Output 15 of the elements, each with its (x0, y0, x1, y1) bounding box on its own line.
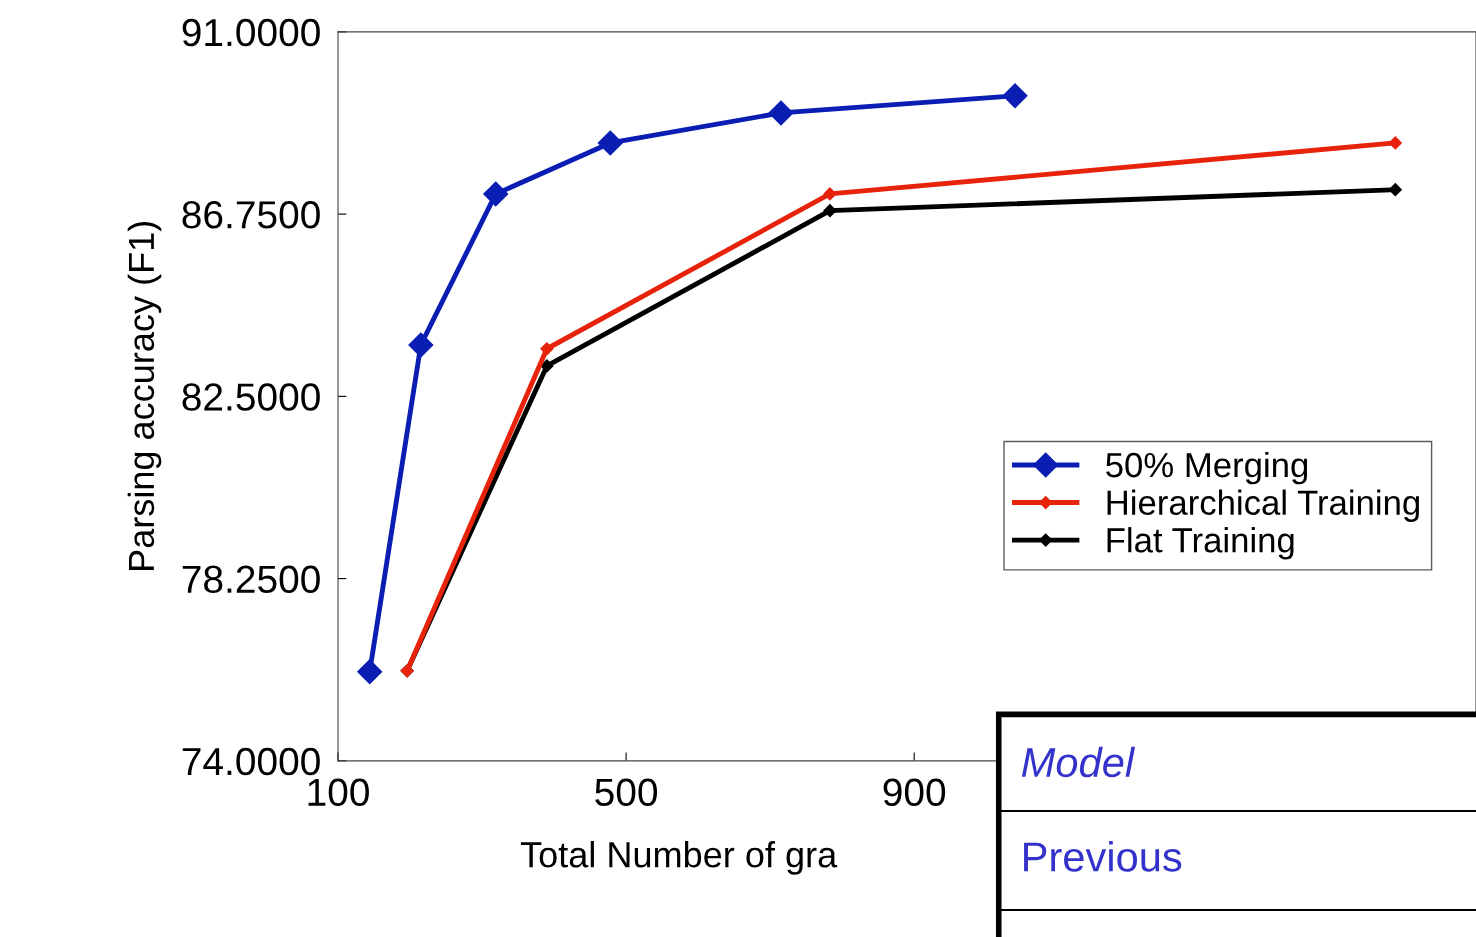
y-axis-title: Parsing accuracy (F1) (127, 221, 162, 570)
legend-label: Hierarchical Training (1107, 489, 1419, 522)
y-tick-label: 74.0000 (182, 747, 320, 776)
x-tick-label: 100 (308, 778, 369, 807)
legend-label: Flat Training (1107, 527, 1294, 560)
y-tick-label: 91.0000 (182, 18, 320, 47)
legend-label: 50% Merging (1106, 451, 1308, 485)
text: Previous (1024, 841, 1182, 872)
y-tick-label: 82.5000 (182, 383, 320, 411)
y-tick-label: 86.7500 (182, 201, 320, 229)
annotation: Model (1021, 746, 1136, 778)
x-tick-label: 900 (883, 778, 946, 807)
x-tick-label: 500 (595, 778, 658, 807)
y-tick-label: 78.2500 (182, 565, 320, 594)
x-axis-title: Total Number of gra (520, 841, 838, 875)
